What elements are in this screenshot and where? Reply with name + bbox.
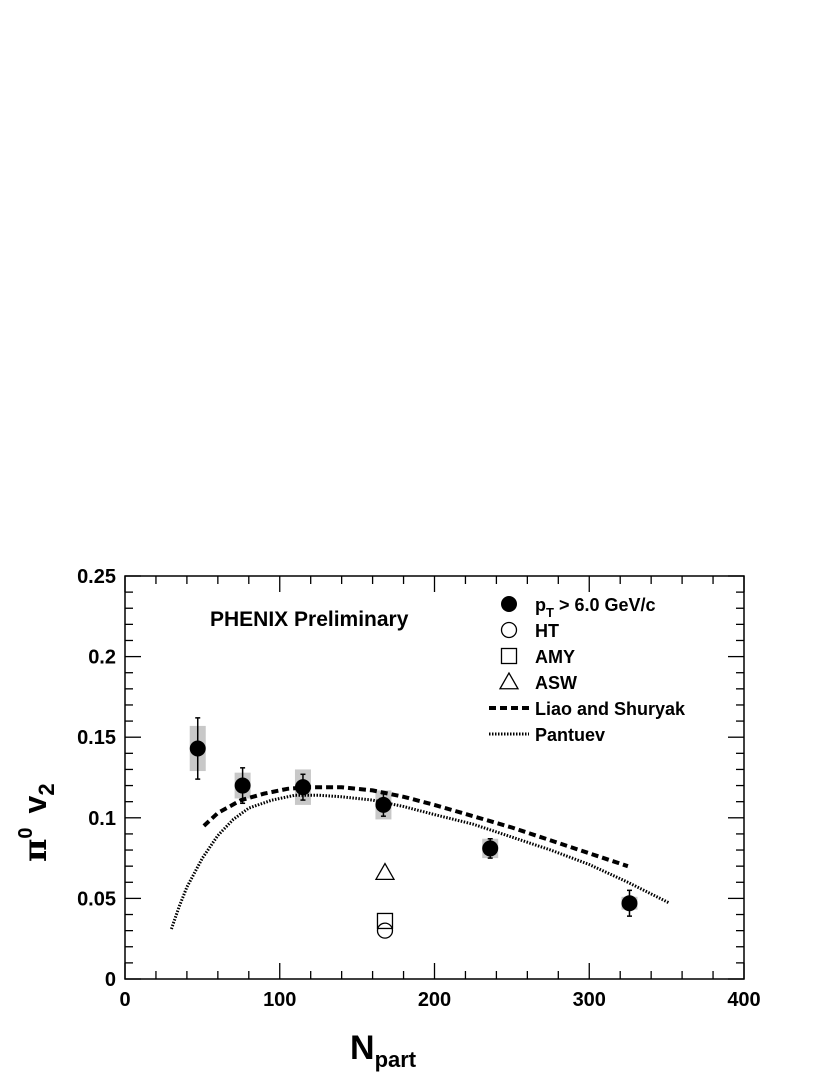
marker-layer (189, 717, 638, 939)
x-axis-title: Npart (350, 1029, 417, 1072)
y-tick-label: 0 (105, 969, 116, 991)
y-tick-label: 0.2 (88, 647, 116, 669)
legend-label-main: ASW (535, 673, 577, 693)
liao-and-shuryak-curve (202, 785, 629, 869)
asw-point (374, 862, 396, 881)
legend-label-main: Liao and Shuryak (535, 699, 686, 719)
pt-6-0-gev-c-point (294, 779, 311, 796)
x-tick-label: 100 (263, 989, 296, 1011)
legend-entry-asw: ASW (498, 671, 577, 693)
x-axis-title-main: N (350, 1029, 375, 1067)
legend-label-sub: T (546, 605, 554, 620)
y-axis-title-sub: 2 (34, 783, 59, 795)
tick-layer (124, 575, 745, 980)
legend-label-main: Pantuev (535, 725, 605, 745)
y-axis-title-sup: 0 (15, 827, 37, 838)
ht-point (376, 922, 394, 939)
plot-frame (124, 575, 745, 980)
systematic-error-layer (189, 725, 638, 910)
x-tick-label: 400 (727, 989, 760, 1011)
pt-6-0-gev-c-point (375, 796, 392, 813)
legend-label-main: HT (535, 621, 559, 641)
x-axis-title-sub: part (375, 1047, 417, 1072)
legend-entry-pantuev: Pantuev (489, 725, 605, 745)
pt-6-0-gev-c-point (189, 740, 206, 757)
legend-entry-amy: AMY (500, 647, 575, 667)
legend-label-rest: > 6.0 GeV/c (554, 595, 656, 615)
y-tick-label: 0.25 (77, 566, 116, 588)
legend-label: Pantuev (535, 725, 605, 745)
pt-6-0-gev-c-point (621, 895, 638, 912)
legend-label: ASW (535, 673, 577, 693)
y-axis-title-sym: v (17, 795, 53, 813)
y-tick-label: 0.1 (88, 808, 116, 830)
legend-label-main: AMY (535, 647, 575, 667)
legend-marker (498, 671, 520, 690)
legend-marker (500, 621, 518, 639)
legend-label: Liao and Shuryak (535, 699, 686, 719)
legend-entry-ht: HT (500, 621, 559, 641)
x-tick-label: 300 (573, 989, 606, 1011)
tick-label-layer: 0 100 200 300 400 0 0.05 0.1 0.15 0.2 0.25 (77, 566, 761, 1011)
y-axis-title-main: π (16, 839, 54, 862)
pantuev-curve (169, 793, 671, 930)
x-tick-label: 0 (119, 989, 130, 1011)
legend-marker (500, 647, 518, 665)
pt-6-0-gev-c-point (482, 840, 499, 857)
annotation-text: PHENIX Preliminary (210, 608, 409, 631)
legend-label: pT > 6.0 GeV/c (535, 595, 656, 620)
legend-label: AMY (535, 647, 575, 667)
legend-entry-liao-and-shuryak: Liao and Shuryak (489, 699, 686, 719)
pt-6-0-gev-c-point (234, 777, 251, 794)
y-axis-title-text: π0 v2 (15, 783, 59, 862)
y-axis-title: π0 v2 (15, 783, 59, 862)
legend-label-main: p (535, 595, 546, 615)
legend-entry-p-6-0-gev-c: pT > 6.0 GeV/c (501, 595, 656, 620)
legend-marker (501, 596, 517, 612)
y-tick-label: 0.05 (77, 888, 116, 910)
x-tick-label: 200 (418, 989, 451, 1011)
model-curve-layer (169, 785, 671, 930)
amy-point (376, 912, 394, 930)
y-tick-label: 0.15 (77, 727, 116, 749)
legend-label: HT (535, 621, 559, 641)
